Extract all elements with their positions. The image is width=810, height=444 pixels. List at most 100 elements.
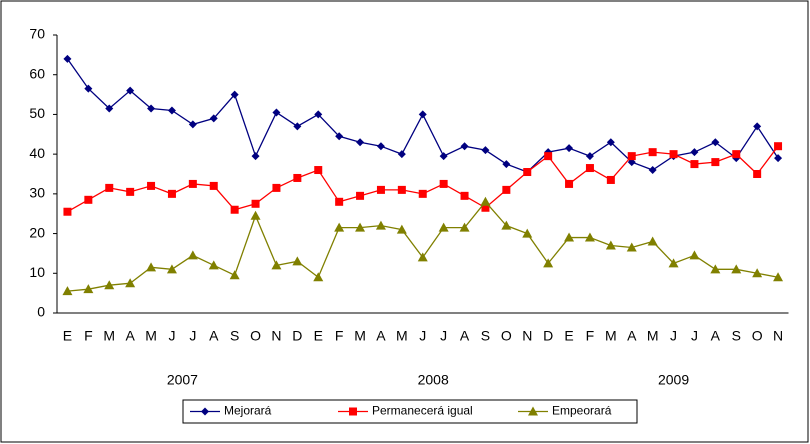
x-tick-label: S [230,328,239,344]
marker-triangle [543,258,554,268]
marker-triangle [104,280,115,290]
x-tick-label: S [732,328,741,344]
marker-diamond [209,114,218,123]
marker-diamond [502,160,511,169]
marker-square [314,166,323,175]
x-tick-label: A [711,328,721,344]
marker-triangle [417,252,428,262]
marker-triangle [146,262,157,272]
marker-diamond [356,138,365,147]
marker-square [669,150,678,159]
marker-diamond [293,122,302,131]
marker-triangle [229,270,240,280]
y-tick-label: 60 [29,65,45,81]
x-tick-label: A [209,328,219,344]
marker-diamond [105,104,114,113]
x-tick-label: N [271,328,281,344]
x-tick-label: E [63,328,72,344]
marker-square [376,185,385,194]
x-tick-label: J [440,328,447,344]
year-label: 2008 [418,372,449,388]
marker-triangle [83,284,94,294]
marker-triangle [528,406,538,416]
marker-square [349,407,357,416]
marker-diamond [439,152,448,161]
marker-square [84,195,93,204]
year-label: 2007 [167,372,198,388]
marker-square [774,142,783,151]
marker-triangle [689,250,700,260]
marker-triangle [271,260,282,270]
legend: Mejorará Permanecerá igual Empeorará [182,399,638,424]
x-tick-label: F [586,328,595,344]
marker-square [126,187,135,196]
marker-triangle [355,222,366,232]
marker-square [544,152,553,161]
x-tick-label: A [376,328,386,344]
marker-square [732,150,741,159]
marker-square [523,168,532,177]
marker-diamond [84,84,93,93]
marker-square [335,197,344,206]
marker-square [293,173,302,182]
marker-triangle [501,220,512,230]
x-tick-label: E [564,328,573,344]
marker-square [418,189,427,198]
marker-diamond [201,407,209,416]
marker-triangle [62,286,73,296]
marker-square [272,183,281,192]
marker-diamond [418,110,427,119]
marker-square [63,207,72,216]
marker-triangle [605,240,616,250]
marker-square [565,179,574,188]
marker-square [167,189,176,198]
x-tick-label: O [752,328,763,344]
x-tick-label: S [481,328,490,344]
marker-square [188,179,197,188]
legend-label: Permanecerá igual [372,404,473,418]
marker-diamond [376,142,385,151]
y-tick-label: 0 [37,304,45,320]
marker-triangle [480,196,491,206]
marker-triangle [292,256,303,266]
legend-label: Mejorará [224,404,272,418]
marker-triangle [250,210,261,220]
x-tick-label: A [627,328,637,344]
x-tick-label: F [335,328,344,344]
marker-triangle [668,258,679,268]
marker-triangle [459,222,470,232]
marker-diamond [397,150,406,159]
x-tick-label: J [168,328,175,344]
marker-triangle [166,264,177,274]
x-tick-label: A [125,328,135,344]
marker-triangle [334,222,345,232]
marker-square [648,148,657,157]
marker-triangle [626,242,637,252]
marker-diamond [188,120,197,129]
marker-square [502,185,511,194]
x-tick-label: A [460,328,470,344]
marker-diamond [690,148,699,157]
marker-triangle [773,272,784,282]
marker-diamond [585,152,594,161]
marker-triangle [208,260,219,270]
marker-diamond [230,90,239,99]
marker-square [753,170,762,178]
x-tick-label: M [103,328,115,344]
marker-square [439,179,448,188]
marker-diamond [147,104,156,113]
marker-diamond [167,106,176,115]
x-tick-label: M [145,328,157,344]
marker-square [147,181,156,190]
marker-triangle [375,220,386,230]
x-tick-label: J [189,328,196,344]
marker-triangle [564,232,575,242]
marker-triangle [584,232,595,242]
marker-square [606,175,615,184]
x-tick-label: O [250,328,261,344]
marker-square [711,158,720,167]
x-tick-label: D [543,328,553,344]
marker-diamond [335,132,344,141]
marker-square [209,181,218,190]
